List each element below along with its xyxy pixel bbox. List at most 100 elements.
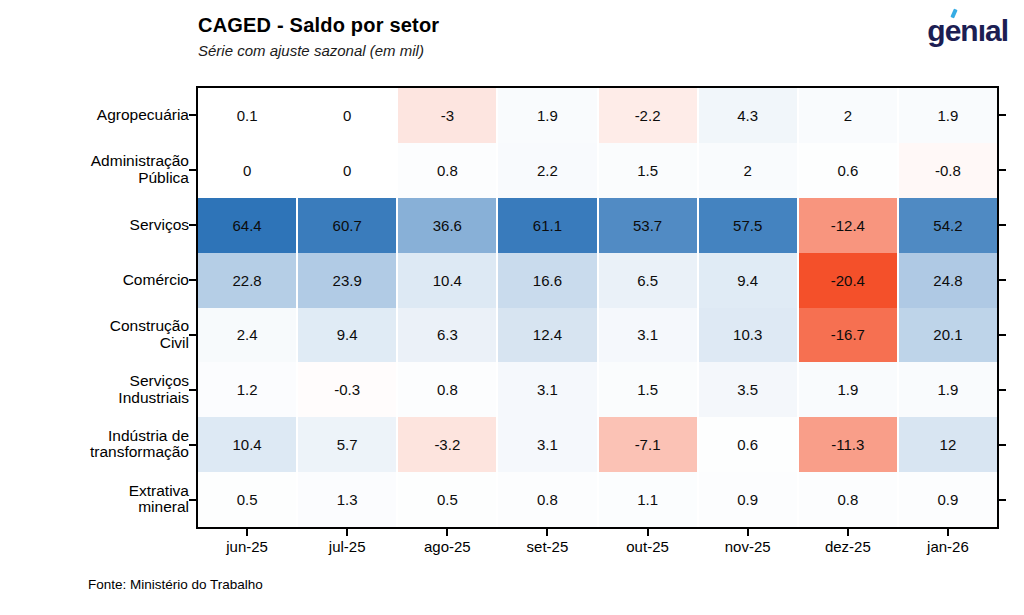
y-axis-label: Serviços — [0, 217, 189, 234]
heatmap-cell: 2.2 — [498, 143, 596, 198]
axis-tick — [999, 389, 1006, 391]
heatmap-cell: 0.1 — [198, 88, 296, 143]
heatmap-cell: 54.2 — [899, 198, 997, 253]
axis-tick — [999, 224, 1006, 226]
heatmap-cell: 3.1 — [498, 362, 596, 417]
x-axis-label: ago-25 — [397, 538, 497, 555]
heatmap-cell: 10.3 — [699, 308, 797, 363]
logo-letter: e — [945, 16, 961, 46]
axis-tick — [189, 224, 196, 226]
x-axis-label: out-25 — [598, 538, 698, 555]
heatmap-cell: 1.5 — [599, 362, 697, 417]
heatmap-cell: -0.8 — [899, 143, 997, 198]
heatmap-cell: 0.8 — [799, 472, 897, 527]
y-axis-label: ServiçosIndustriais — [0, 373, 189, 406]
axis-tick — [947, 529, 949, 536]
heatmap-cell: 6.5 — [599, 253, 697, 308]
heatmap-cell: 3.1 — [599, 308, 697, 363]
axis-tick — [189, 334, 196, 336]
y-axis-label: Comércio — [0, 272, 189, 289]
heatmap-cell: 57.5 — [699, 198, 797, 253]
heatmap-cell: 5.7 — [298, 417, 396, 472]
axis-tick — [189, 279, 196, 281]
heatmap-cell: -3.2 — [398, 417, 496, 472]
x-axis-label: set-25 — [497, 538, 597, 555]
heatmap-cell: -11.3 — [799, 417, 897, 472]
heatmap-cell: 23.9 — [298, 253, 396, 308]
y-axis-label: AdministraçãoPública — [0, 154, 189, 187]
heatmap-cell: 12.4 — [498, 308, 596, 363]
heatmap-cell: 0.5 — [198, 472, 296, 527]
axis-tick — [999, 499, 1006, 501]
heatmap-cell: 0.8 — [498, 472, 596, 527]
heatmap-cell: -0.3 — [298, 362, 396, 417]
heatmap-cell: 1.9 — [799, 362, 897, 417]
axis-tick — [999, 279, 1006, 281]
logo-letter: g — [927, 14, 944, 47]
x-axis-label: dez-25 — [798, 538, 898, 555]
heatmap-cell: 4.3 — [699, 88, 797, 143]
y-axis-label: Agropecuária — [0, 107, 189, 124]
heatmap-cell: 1.9 — [899, 88, 997, 143]
caged-heatmap-page: CAGED - Saldo por setor Série com ajuste… — [0, 0, 1024, 615]
heatmap-cell: 20.1 — [899, 308, 997, 363]
heatmap-cell: 0.8 — [398, 362, 496, 417]
heatmap-cell: 61.1 — [498, 198, 596, 253]
axis-tick — [346, 529, 348, 536]
axis-tick — [189, 169, 196, 171]
genial-logo: genıal — [927, 16, 1008, 46]
heatmap-cell: -2.2 — [599, 88, 697, 143]
heatmap-cell: 22.8 — [198, 253, 296, 308]
axis-tick — [999, 334, 1006, 336]
heatmap-cell: 0 — [298, 143, 396, 198]
heatmap-cell: 64.4 — [198, 198, 296, 253]
axis-tick — [647, 529, 649, 536]
heatmap-cell: 3.1 — [498, 417, 596, 472]
heatmap-cell: 1.3 — [298, 472, 396, 527]
axis-tick — [999, 169, 1006, 171]
heatmap-cell: 12 — [899, 417, 997, 472]
heatmap-cell: 0.6 — [799, 143, 897, 198]
chart-title: CAGED - Saldo por setor — [198, 14, 439, 37]
heatmap-cell: -16.7 — [799, 308, 897, 363]
axis-tick — [847, 529, 849, 536]
heatmap-cell: 2.4 — [198, 308, 296, 363]
heatmap-cell: 0.8 — [398, 143, 496, 198]
heatmap-cell: 3.5 — [699, 362, 797, 417]
heatmap-cell: 16.6 — [498, 253, 596, 308]
axis-tick — [546, 529, 548, 536]
heatmap-cell: 6.3 — [398, 308, 496, 363]
x-axis-label: jul-25 — [297, 538, 397, 555]
axis-tick — [189, 114, 196, 116]
axis-tick — [999, 444, 1006, 446]
y-axis-label: Indústria detransformação — [0, 428, 189, 461]
x-axis-label: jun-25 — [197, 538, 297, 555]
axis-tick — [747, 529, 749, 536]
heatmap-cell: 0.5 — [398, 472, 496, 527]
axis-tick — [189, 499, 196, 501]
heatmap-cell: 1.9 — [899, 362, 997, 417]
source-note: Fonte: Ministério do Trabalho — [88, 577, 263, 592]
heatmap-cell: 1.5 — [599, 143, 697, 198]
heatmap-cell: 0.9 — [699, 472, 797, 527]
axis-tick — [999, 114, 1006, 116]
heatmap-cell: -12.4 — [799, 198, 897, 253]
x-axis-label: nov-25 — [698, 538, 798, 555]
heatmap-cell: 10.4 — [198, 417, 296, 472]
heatmap-cell: 2 — [799, 88, 897, 143]
heatmap-cell: -7.1 — [599, 417, 697, 472]
logo-letter: nıal — [960, 14, 1008, 47]
chart-subtitle: Série com ajuste sazonal (em mil) — [198, 42, 424, 59]
axis-tick — [189, 444, 196, 446]
heatmap-cell: 9.4 — [699, 253, 797, 308]
heatmap-cell: 9.4 — [298, 308, 396, 363]
heatmap-cell: 1.2 — [198, 362, 296, 417]
heatmap-cell: 1.1 — [599, 472, 697, 527]
axis-tick — [189, 389, 196, 391]
y-axis-label: Extrativamineral — [0, 483, 189, 516]
axis-tick — [446, 529, 448, 536]
axis-tick — [246, 529, 248, 536]
heatmap-cell: -20.4 — [799, 253, 897, 308]
y-axis-label: ConstruçãoCivil — [0, 318, 189, 351]
heatmap-cell: 0 — [298, 88, 396, 143]
